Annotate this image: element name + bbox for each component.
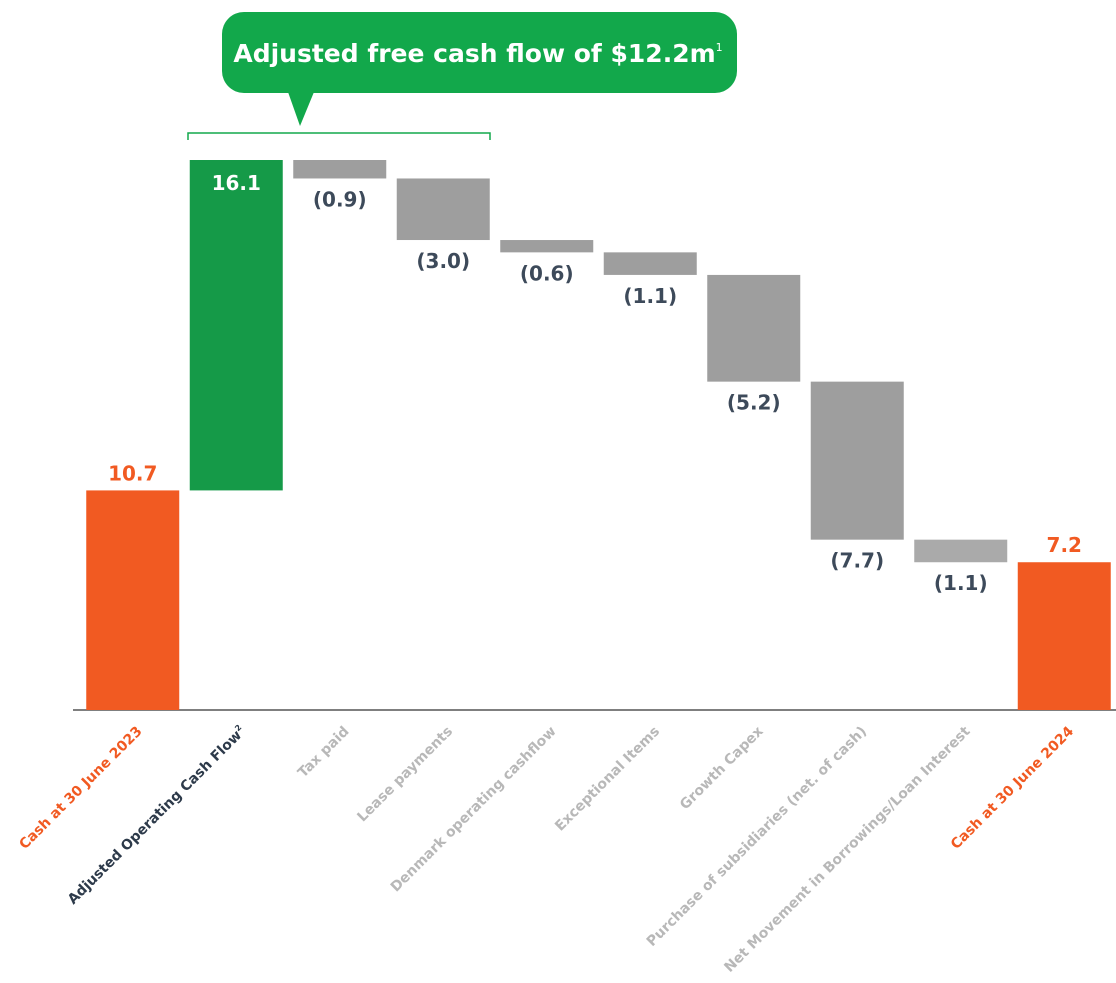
value-label: (3.0) (416, 249, 470, 273)
bar (500, 240, 594, 253)
callout-pointer (288, 92, 314, 126)
value-label: 16.1 (212, 171, 261, 195)
x-tick-text: Purchase of subsidiaries (net. of cash) (644, 724, 870, 950)
value-label: (0.6) (520, 261, 574, 285)
x-tick-text: Cash at 30 June 2023 (16, 724, 145, 853)
x-tick-text: Growth Capex (677, 724, 767, 814)
x-tick-text: Exceptional Items (552, 724, 663, 835)
value-label: 7.2 (1047, 533, 1082, 557)
callout-box (222, 12, 737, 93)
x-tick-label: Exceptional Items (552, 724, 663, 835)
bar (1017, 562, 1111, 710)
bar (603, 252, 697, 275)
bar (189, 160, 283, 491)
x-tick-label: Denmark operating cashflow (388, 723, 560, 895)
x-tick-text: Net Movement in Borrowings/Loan Interest (721, 723, 973, 975)
x-tick-label: Cash at 30 June 2023 (16, 724, 145, 853)
value-label: (1.1) (623, 284, 677, 308)
callout-main: Adjusted free cash flow of $12.2m (233, 39, 715, 68)
x-tick-text: Lease payments (354, 724, 456, 826)
bar (707, 274, 801, 382)
value-label: 10.7 (108, 461, 157, 485)
x-tick-label: Purchase of subsidiaries (net. of cash) (644, 724, 870, 950)
bar (293, 160, 387, 179)
bar (810, 381, 904, 540)
x-tick-label: Net Movement in Borrowings/Loan Interest (721, 723, 973, 975)
x-tick-footnote: 2 (233, 723, 243, 733)
x-tick-text: Adjusted Operating Cash Flow (65, 727, 245, 907)
bracket (187, 132, 491, 140)
value-label: (5.2) (727, 391, 781, 415)
bar (914, 539, 1008, 563)
x-tick-label: Lease payments (354, 724, 456, 826)
bar (396, 178, 490, 241)
x-tick-label: Tax paid (295, 724, 353, 782)
callout-footnote: 1 (716, 41, 723, 54)
x-tick-label: Growth Capex (677, 724, 767, 814)
value-label: (7.7) (830, 549, 884, 573)
value-label: (0.9) (313, 187, 367, 211)
x-tick-label: Adjusted Operating Cash Flow2 (64, 723, 249, 908)
x-tick-text: Tax paid (295, 724, 353, 782)
bar (86, 490, 180, 710)
value-label: (1.1) (934, 571, 988, 595)
x-tick-text: Denmark operating cashflow (388, 723, 560, 895)
x-tick-text: Cash at 30 June 2024 (948, 723, 1077, 852)
callout-text: Adjusted free cash flow of $12.2m1 (233, 39, 722, 68)
x-tick-label: Cash at 30 June 2024 (948, 723, 1077, 852)
